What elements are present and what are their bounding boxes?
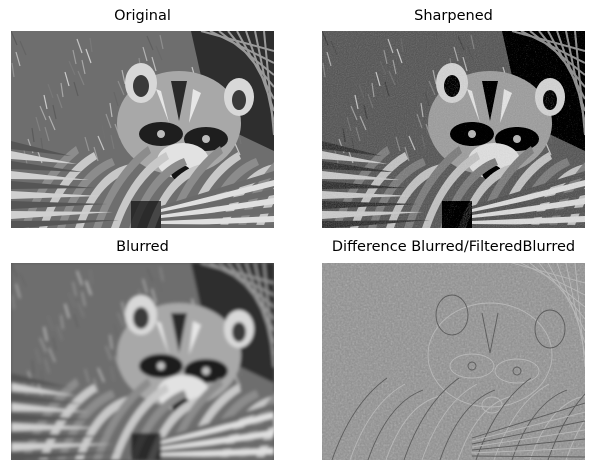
raccoon-image-blurred	[11, 263, 274, 460]
difference-picture	[322, 263, 585, 460]
raccoon-picture	[322, 31, 585, 228]
panel-title-sharpened: Sharpened	[414, 8, 493, 24]
panel-title-difference: Difference Blurred/FilteredBlurred	[331, 239, 576, 255]
raccoon-image-difference	[322, 263, 585, 460]
raccoon-picture	[11, 31, 274, 228]
panel-title-blurred: Blurred	[116, 239, 169, 255]
raccoon-image-sharpened	[322, 31, 585, 228]
raccoon-image-original	[11, 31, 274, 228]
raccoon-picture	[11, 263, 274, 460]
panel-title-original: Original	[114, 8, 171, 24]
